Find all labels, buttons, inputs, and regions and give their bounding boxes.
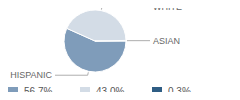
html-text:0.3%: 0.3% [168, 86, 191, 97]
html-text:56.7%: 56.7% [24, 86, 53, 97]
svg-text:HISPANIC: HISPANIC [10, 70, 52, 80]
html-text:43.0%: 43.0% [96, 86, 125, 97]
svg-text:WHITE: WHITE [153, 8, 182, 12]
svg-text:ASIAN: ASIAN [153, 36, 180, 46]
